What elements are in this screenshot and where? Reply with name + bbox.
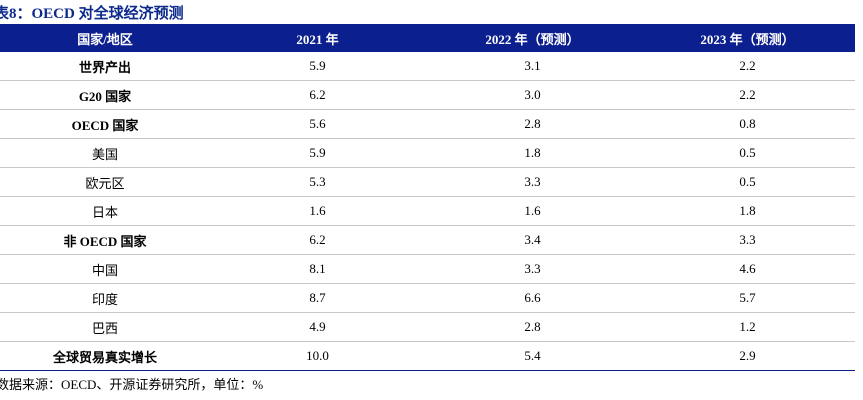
row-label: 欧元区	[0, 167, 210, 197]
value-cell: 6.6	[425, 283, 640, 313]
data-table: 国家/地区 2021 年 2022 年（预测） 2023 年（预测） 世界产出 5.9 3…	[0, 24, 855, 371]
table-row: OECD 国家 5.6 2.8 0.8	[0, 109, 855, 139]
row-label: 印度	[0, 283, 210, 313]
value-cell: 6.2	[210, 225, 425, 255]
value-cell: 2.8	[425, 312, 640, 342]
row-label: 全球贸易真实增长	[0, 341, 210, 371]
header-row: 国家/地区 2021 年 2022 年（预测） 2023 年（预测）	[0, 24, 855, 52]
header-cell: 2021 年	[210, 24, 425, 52]
value-cell: 1.8	[425, 138, 640, 168]
value-cell: 8.7	[210, 283, 425, 313]
value-cell: 5.6	[210, 109, 425, 139]
row-label: 巴西	[0, 312, 210, 342]
value-cell: 3.3	[425, 167, 640, 197]
value-cell: 3.3	[640, 225, 855, 255]
value-cell: 10.0	[210, 341, 425, 371]
value-cell: 5.3	[210, 167, 425, 197]
row-label: 中国	[0, 254, 210, 284]
table-row: 美国 5.9 1.8 0.5	[0, 138, 855, 168]
value-cell: 3.1	[425, 52, 640, 81]
table-row: 世界产出 5.9 3.1 2.2	[0, 52, 855, 81]
value-cell: 1.6	[425, 196, 640, 226]
value-cell: 0.5	[640, 167, 855, 197]
value-cell: 0.8	[640, 109, 855, 139]
value-cell: 2.8	[425, 109, 640, 139]
table-row: 非 OECD 国家 6.2 3.4 3.3	[0, 225, 855, 255]
table-body: 世界产出 5.9 3.1 2.2 G20 国家 6.2 3.0 2.2 OECD 国家 5.6 2.…	[0, 52, 855, 371]
row-label: 世界产出	[0, 52, 210, 81]
source-note: 数据来源：OECD、开源证券研究所，单位：%	[0, 377, 264, 392]
table-row: 欧元区 5.3 3.3 0.5	[0, 167, 855, 197]
value-cell: 2.2	[640, 80, 855, 110]
value-cell: 4.6	[640, 254, 855, 284]
value-cell: 5.9	[210, 52, 425, 81]
row-label: 美国	[0, 138, 210, 168]
value-cell: 8.1	[210, 254, 425, 284]
value-cell: 1.2	[640, 312, 855, 342]
table-title: 表8：OECD 对全球经济预测	[0, 6, 184, 22]
value-cell: 5.7	[640, 283, 855, 313]
header-cell: 国家/地区	[0, 24, 210, 52]
table-row: 全球贸易真实增长 10.0 5.4 2.9	[0, 341, 855, 371]
value-cell: 3.4	[425, 225, 640, 255]
value-cell: 0.5	[640, 138, 855, 168]
value-cell: 2.9	[640, 341, 855, 371]
row-label: OECD 国家	[0, 109, 210, 139]
row-label: 非 OECD 国家	[0, 225, 210, 255]
row-label: G20 国家	[0, 80, 210, 110]
value-cell: 3.3	[425, 254, 640, 284]
row-label: 日本	[0, 196, 210, 226]
value-cell: 5.4	[425, 341, 640, 371]
value-cell: 1.6	[210, 196, 425, 226]
value-cell: 5.9	[210, 138, 425, 168]
value-cell: 6.2	[210, 80, 425, 110]
table-row: 日本 1.6 1.6 1.8	[0, 196, 855, 226]
table-row: G20 国家 6.2 3.0 2.2	[0, 80, 855, 110]
table-row: 巴西 4.9 2.8 1.2	[0, 312, 855, 342]
table-row: 中国 8.1 3.3 4.6	[0, 254, 855, 284]
value-cell: 1.8	[640, 196, 855, 226]
value-cell: 3.0	[425, 80, 640, 110]
value-cell: 2.2	[640, 52, 855, 81]
header-cell: 2022 年（预测）	[425, 24, 640, 52]
table-row: 印度 8.7 6.6 5.7	[0, 283, 855, 313]
header-cell: 2023 年（预测）	[640, 24, 855, 52]
value-cell: 4.9	[210, 312, 425, 342]
